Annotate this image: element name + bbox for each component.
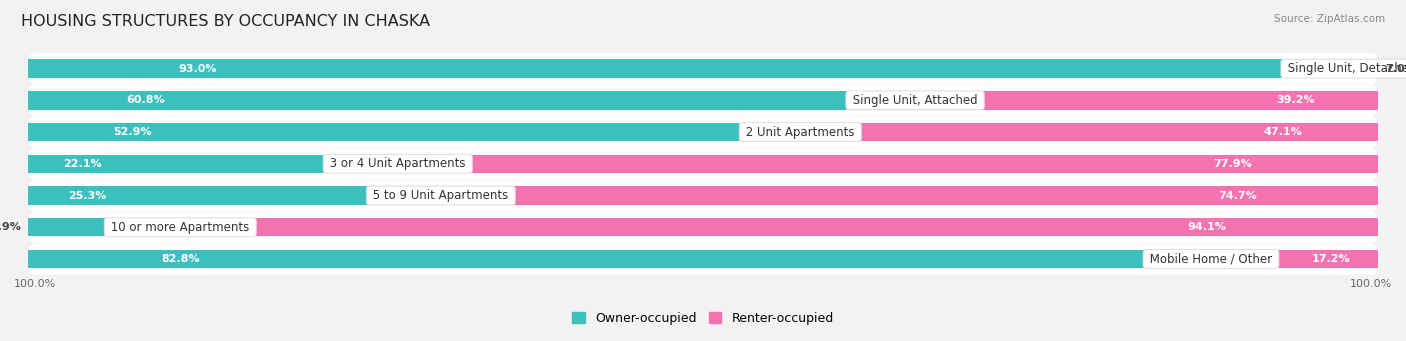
FancyBboxPatch shape xyxy=(28,212,1378,243)
Text: 2 Unit Apartments: 2 Unit Apartments xyxy=(742,125,859,138)
Bar xyxy=(1146,250,1378,268)
Bar xyxy=(370,186,1378,205)
Legend: Owner-occupied, Renter-occupied: Owner-occupied, Renter-occupied xyxy=(568,307,838,330)
Text: Single Unit, Attached: Single Unit, Attached xyxy=(849,94,981,107)
Text: 3 or 4 Unit Apartments: 3 or 4 Unit Apartments xyxy=(326,157,470,170)
Text: 47.1%: 47.1% xyxy=(1264,127,1302,137)
FancyBboxPatch shape xyxy=(28,148,1378,179)
FancyBboxPatch shape xyxy=(28,53,1378,84)
Bar xyxy=(28,154,326,173)
Bar xyxy=(28,123,742,141)
Text: 82.8%: 82.8% xyxy=(162,254,201,264)
Text: HOUSING STRUCTURES BY OCCUPANCY IN CHASKA: HOUSING STRUCTURES BY OCCUPANCY IN CHASK… xyxy=(21,14,430,29)
Bar xyxy=(28,59,1284,78)
Text: 77.9%: 77.9% xyxy=(1213,159,1253,169)
Text: 17.2%: 17.2% xyxy=(1312,254,1351,264)
Text: 22.1%: 22.1% xyxy=(63,159,103,169)
Text: 39.2%: 39.2% xyxy=(1277,95,1315,105)
Text: Source: ZipAtlas.com: Source: ZipAtlas.com xyxy=(1274,14,1385,24)
Bar xyxy=(1284,59,1378,78)
Text: Single Unit, Detached: Single Unit, Detached xyxy=(1284,62,1406,75)
Text: 74.7%: 74.7% xyxy=(1219,191,1257,201)
Text: Mobile Home / Other: Mobile Home / Other xyxy=(1146,252,1277,266)
Bar xyxy=(107,218,1378,236)
FancyBboxPatch shape xyxy=(28,180,1378,211)
Text: 93.0%: 93.0% xyxy=(179,64,217,74)
Text: 5.9%: 5.9% xyxy=(0,222,21,232)
FancyBboxPatch shape xyxy=(28,117,1378,148)
Text: 60.8%: 60.8% xyxy=(127,95,165,105)
Text: 52.9%: 52.9% xyxy=(114,127,152,137)
Bar xyxy=(28,218,107,236)
FancyBboxPatch shape xyxy=(28,243,1378,275)
Text: 100.0%: 100.0% xyxy=(1350,279,1392,289)
Bar xyxy=(326,154,1378,173)
Text: 100.0%: 100.0% xyxy=(14,279,56,289)
Text: 94.1%: 94.1% xyxy=(1187,222,1226,232)
Text: 10 or more Apartments: 10 or more Apartments xyxy=(107,221,253,234)
Bar xyxy=(28,186,370,205)
Text: 25.3%: 25.3% xyxy=(69,191,107,201)
FancyBboxPatch shape xyxy=(28,85,1378,116)
Text: 7.0%: 7.0% xyxy=(1385,64,1406,74)
Bar xyxy=(28,91,849,109)
Bar xyxy=(849,91,1378,109)
Text: 5 to 9 Unit Apartments: 5 to 9 Unit Apartments xyxy=(370,189,512,202)
Bar xyxy=(28,250,1146,268)
Bar xyxy=(742,123,1378,141)
